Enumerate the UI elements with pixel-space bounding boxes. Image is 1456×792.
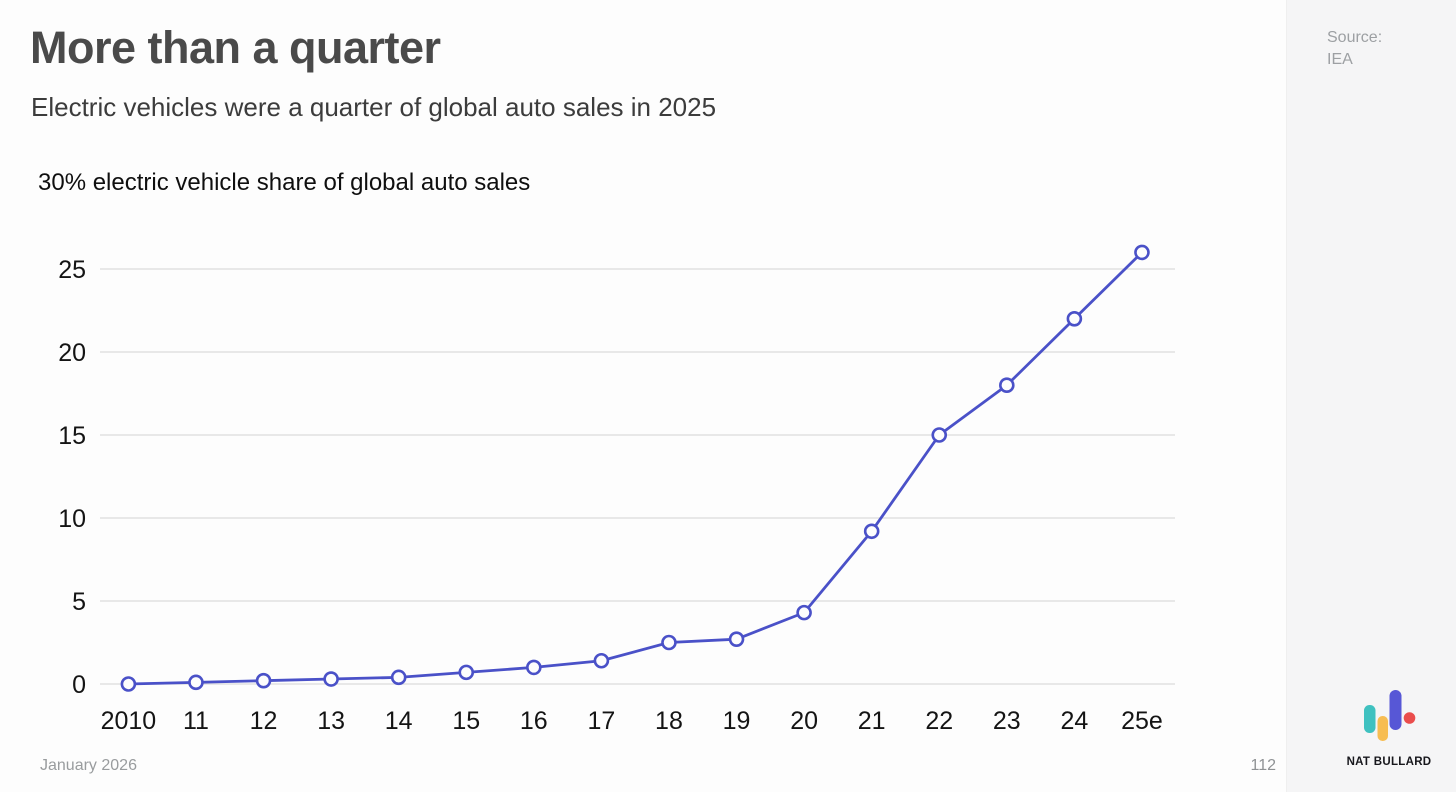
data-point-marker bbox=[593, 652, 610, 669]
x-tick-label: 25e bbox=[1121, 707, 1163, 735]
y-tick-label: 0 bbox=[72, 671, 86, 699]
data-point-marker bbox=[1134, 244, 1150, 261]
line-chart: 0 5 10 15 20 25 2010 11 12 13 14 15 16 17 18 19 20 21 22 23… bbox=[58, 244, 1175, 735]
x-tick-label: 12 bbox=[250, 707, 278, 735]
page-number: 112 bbox=[1250, 757, 1276, 774]
data-point-marker bbox=[999, 377, 1015, 394]
data-point-marker bbox=[728, 631, 745, 647]
logo-bar-indigo bbox=[1389, 690, 1402, 730]
x-tick-label: 16 bbox=[520, 707, 548, 735]
data-point-marker bbox=[390, 669, 407, 686]
x-tick-label: 22 bbox=[925, 707, 953, 735]
page-title: More than a quarter bbox=[30, 22, 441, 73]
x-tick-label: 2010 bbox=[101, 707, 157, 735]
x-tick-label: 15 bbox=[452, 707, 480, 735]
y-tick-label: 15 bbox=[58, 422, 86, 450]
data-point-marker bbox=[120, 676, 137, 692]
x-tick-label: 13 bbox=[317, 707, 345, 735]
data-point-marker bbox=[863, 523, 880, 540]
data-point-marker bbox=[188, 674, 204, 691]
series-line bbox=[126, 250, 1144, 686]
data-point-marker bbox=[255, 672, 272, 689]
x-tick-label: 21 bbox=[858, 707, 886, 735]
page-subtitle: Electric vehicles were a quarter of glob… bbox=[31, 92, 717, 122]
source-label: Source: bbox=[1327, 29, 1383, 46]
y-tick-label: 20 bbox=[58, 339, 86, 367]
y-tick-label: 10 bbox=[58, 505, 86, 533]
source-attribution: Source: IEA bbox=[1327, 27, 1382, 70]
x-tick-label: 23 bbox=[993, 707, 1021, 735]
x-tick-label: 11 bbox=[183, 707, 209, 735]
x-tick-label: 20 bbox=[790, 707, 818, 735]
y-tick-label: 25 bbox=[58, 256, 86, 284]
chart-title: 30% electric vehicle share of global aut… bbox=[38, 169, 531, 196]
data-point-marker bbox=[1066, 310, 1083, 327]
y-tick-label: 5 bbox=[72, 588, 86, 616]
right-panel: Source: IEA NAT BULLARD bbox=[1286, 0, 1456, 792]
x-tick-label: 24 bbox=[1060, 707, 1088, 735]
data-point-marker bbox=[931, 427, 948, 443]
data-point-marker bbox=[526, 659, 542, 676]
data-point-marker bbox=[458, 664, 475, 681]
slide-canvas: More than a quarter Electric vehicles we… bbox=[30, 22, 1276, 774]
nat-bullard-logo-icon bbox=[1364, 690, 1416, 741]
brand-name: NAT BULLARD bbox=[1346, 756, 1432, 768]
source-name: IEA bbox=[1327, 50, 1353, 68]
logo-bar-teal bbox=[1364, 705, 1376, 733]
x-tick-label: 14 bbox=[385, 707, 413, 735]
x-tick-label: 19 bbox=[723, 707, 751, 735]
data-point-marker bbox=[323, 671, 339, 687]
data-point-marker bbox=[796, 604, 812, 621]
footer-date: January 2026 bbox=[40, 757, 137, 774]
logo-bar-yellow bbox=[1377, 716, 1388, 741]
x-tick-label: 17 bbox=[587, 707, 615, 735]
x-tick-label: 18 bbox=[655, 707, 683, 735]
logo-dot-red bbox=[1403, 712, 1416, 724]
data-point-marker bbox=[661, 634, 677, 651]
